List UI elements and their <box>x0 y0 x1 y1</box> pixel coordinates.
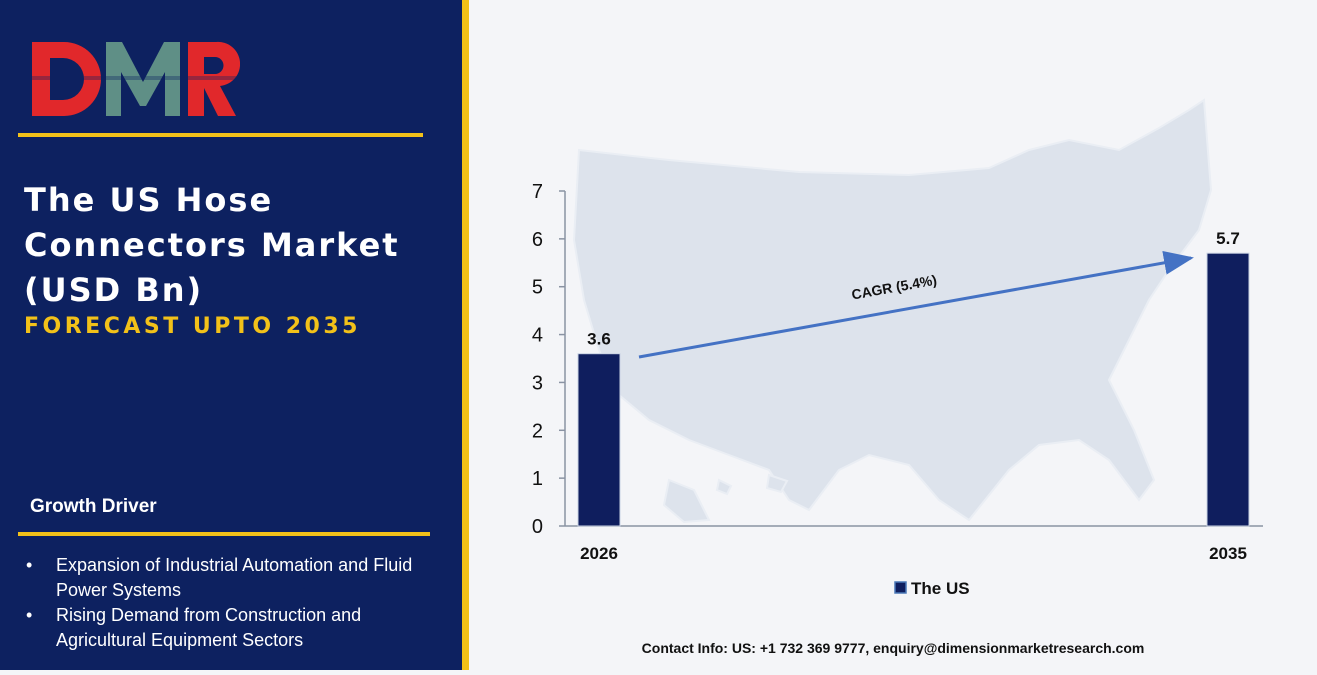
dmr-logo <box>32 41 240 116</box>
chart-area: 0 1 2 3 4 5 6 7 3.6 2026 5.7 2035 CAGR (5.4%) The US <box>469 0 1317 670</box>
y-tick-label: 6 <box>532 229 543 251</box>
accent-stripe <box>462 0 469 670</box>
bar <box>577 353 621 527</box>
y-tick-label: 3 <box>532 372 543 394</box>
x-tick-label: 2035 <box>1209 544 1247 563</box>
logo-underline <box>18 133 423 137</box>
us-map-silhouette <box>572 98 1213 524</box>
x-tick-label: 2026 <box>580 544 618 563</box>
y-tick-label: 4 <box>532 325 543 347</box>
list-item: Expansion of Industrial Automation and F… <box>26 553 426 603</box>
cagr-arrow <box>638 250 1194 359</box>
y-tick-label: 0 <box>532 516 543 538</box>
title-line: Connectors Market <box>24 226 400 264</box>
growth-driver-underline <box>18 532 430 536</box>
growth-driver-heading: Growth Driver <box>30 496 157 517</box>
list-item: Rising Demand from Construction and Agri… <box>26 603 426 653</box>
legend-swatch <box>894 581 907 594</box>
title-line: (USD Bn) <box>24 271 204 309</box>
contact-info: Contact Info: US: +1 732 369 9777, enqui… <box>641 640 1145 656</box>
y-tick-label: 5 <box>532 277 543 299</box>
data-label: 3.6 <box>587 330 611 349</box>
y-tick-label: 1 <box>532 468 543 490</box>
y-tick-label: 2 <box>532 420 543 442</box>
page-subtitle: FORECAST UPTO 2035 <box>24 314 361 339</box>
y-tick-label: 7 <box>532 181 543 203</box>
growth-driver-list: Expansion of Industrial Automation and F… <box>26 553 426 653</box>
title-line: The US Hose <box>24 181 274 219</box>
legend-label: The US <box>911 579 970 598</box>
page-title: The US Hose Connectors Market (USD Bn) <box>24 178 444 313</box>
bar <box>1206 252 1250 527</box>
data-label: 5.7 <box>1216 229 1240 248</box>
